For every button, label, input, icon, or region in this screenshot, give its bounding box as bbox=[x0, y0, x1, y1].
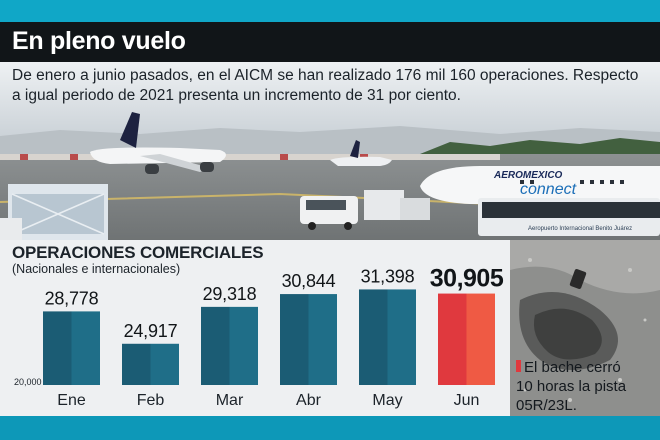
data-label-may: 31,398 bbox=[361, 266, 415, 286]
data-label-feb: 24,917 bbox=[124, 321, 178, 341]
bar-ene-shade bbox=[71, 311, 100, 385]
bar-mar bbox=[201, 306, 230, 385]
chart-title: OPERACIONES COMERCIALES bbox=[12, 243, 264, 262]
bar-abr bbox=[280, 294, 309, 385]
pothole-photo bbox=[510, 240, 660, 416]
bar-mar-shade bbox=[229, 306, 258, 385]
intro-text: De enero a junio pasados, en el AICM se … bbox=[12, 67, 639, 104]
bottom-accent-bar bbox=[0, 416, 660, 440]
bar-feb-shade bbox=[150, 343, 179, 385]
tick-label-mar: Mar bbox=[216, 392, 244, 409]
bar-ene bbox=[43, 311, 72, 385]
baseline-label: 20,000 bbox=[14, 377, 42, 387]
bar-abr-shade bbox=[308, 294, 337, 385]
data-label-jun: 30,905 bbox=[430, 265, 504, 293]
bar-jun bbox=[438, 293, 467, 385]
bar-may bbox=[359, 289, 388, 385]
bar-may-shade bbox=[387, 289, 416, 385]
top-accent-bar bbox=[0, 0, 660, 22]
chart-subtitle: (Nacionales e internacionales) bbox=[12, 262, 181, 276]
bar-feb bbox=[122, 343, 151, 385]
title-bar: En pleno vuelo bbox=[0, 22, 660, 62]
caption-line-1: El bache cerró bbox=[516, 358, 626, 377]
bar-chart: 20,000 28,778 Ene 24,917 Feb 29,318 Mar 30,844 A… bbox=[14, 265, 504, 409]
bus-sign-text: Aeropuerto Internacional Benito Juárez bbox=[528, 226, 632, 232]
airport-photo: AEROMEXICO connect Aeropuerto Internacio… bbox=[0, 62, 660, 240]
tick-label-may: May bbox=[372, 392, 402, 409]
pothole-caption: El bache cerró 10 horas la pista 05R/23L… bbox=[516, 358, 626, 415]
plane-connect-text: connect bbox=[520, 181, 577, 198]
caption-marker bbox=[516, 360, 521, 372]
page-title: En pleno vuelo bbox=[12, 27, 186, 55]
tick-label-abr: Abr bbox=[296, 392, 322, 409]
plane-livery-text: AEROMEXICO bbox=[493, 170, 563, 181]
caption-line-3: 05R/23L. bbox=[516, 397, 577, 414]
data-label-abr: 30,844 bbox=[282, 271, 336, 291]
data-label-mar: 29,318 bbox=[203, 284, 257, 304]
data-label-ene: 28,778 bbox=[45, 288, 99, 308]
tick-label-feb: Feb bbox=[137, 392, 165, 409]
caption-line-2: 10 horas la pista bbox=[516, 378, 627, 395]
bar-jun-shade bbox=[466, 293, 495, 385]
tick-label-jun: Jun bbox=[454, 392, 480, 409]
tick-label-ene: Ene bbox=[57, 392, 86, 409]
